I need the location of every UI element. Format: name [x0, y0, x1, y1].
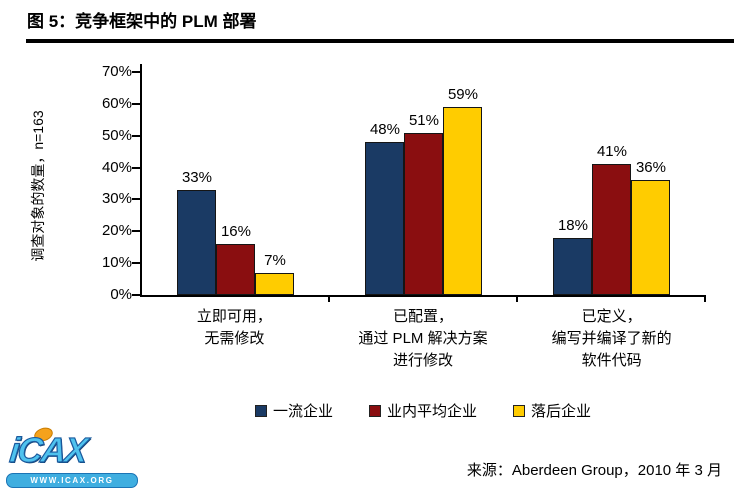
bar-value-label: 36%: [635, 159, 666, 177]
bar-value-label: 41%: [596, 143, 627, 161]
page-title: 图 5：竞争框架中的 PLM 部署: [27, 12, 257, 31]
bar-value-label: 33%: [181, 168, 212, 186]
bar-group-3: 18% 41% 36%: [518, 72, 706, 295]
x-tick-mark: [704, 295, 706, 302]
y-tick-label: 10%: [101, 254, 132, 271]
bar-laggard: 59%: [443, 86, 483, 295]
y-tick-mark: [132, 103, 140, 105]
category-label-1: 立即可用， 无需修改: [196, 308, 272, 347]
bar-value-label: 59%: [447, 86, 478, 104]
legend-swatch-yellow: [513, 404, 525, 417]
bar-value-label: 7%: [264, 251, 286, 269]
y-tick-mark: [132, 262, 140, 264]
plot-area: 33% 16% 7% 48% 51% 59% 18%: [140, 64, 706, 297]
bar-best-in-class: 18%: [553, 217, 593, 295]
y-tick-mark: [132, 167, 140, 169]
bars-row: 33% 16% 7% 48% 51% 59% 18%: [142, 72, 706, 295]
y-tick-mark: [132, 198, 140, 200]
y-tick-label: 0%: [110, 286, 132, 303]
bar-value-label: 18%: [557, 216, 588, 234]
y-tick-label: 20%: [101, 222, 132, 239]
category-label-2: 已配置， 通过 PLM 解决方案 进行修改: [358, 308, 488, 369]
bar-industry-average: 51%: [404, 112, 444, 295]
y-tick-mark: [132, 135, 140, 137]
bar-industry-average: 41%: [592, 143, 632, 295]
logo-url-banner: WWW.ICAX.ORG: [6, 473, 138, 488]
bar-best-in-class: 33%: [177, 169, 217, 295]
legend: 一流企业 业内平均企业 落后企业: [140, 400, 706, 421]
legend-swatch-blue: [254, 404, 267, 417]
y-tick-label: 60%: [101, 95, 132, 112]
bar-value-label: 16%: [220, 223, 251, 241]
y-tick-mark: [132, 294, 140, 296]
x-tick-mark: [516, 295, 518, 302]
legend-swatch-red: [368, 404, 381, 417]
x-tick-mark: [328, 295, 330, 302]
category-label-3: 已定义， 编写并编译了新的 软件代码: [551, 308, 672, 369]
bar-value-label: 48%: [369, 121, 400, 139]
y-tick-mark: [132, 71, 140, 73]
x-axis-categories: 立即可用， 无需修改 已配置， 通过 PLM 解决方案 进行修改 已定义， 编写…: [140, 306, 706, 372]
source-note: 来源：Aberdeen Group，2010 年 3 月: [466, 462, 722, 479]
legend-item-laggard: 落后企业: [513, 400, 591, 421]
bar-industry-average: 16%: [216, 223, 256, 295]
logo-wordmark: iCAX: [7, 430, 88, 470]
bar-best-in-class: 48%: [365, 121, 405, 295]
bar-laggard: 36%: [631, 159, 671, 295]
y-tick-label: 70%: [101, 63, 132, 80]
legend-item-industry-average: 业内平均企业: [368, 400, 477, 421]
icax-logo: iCAX WWW.ICAX.ORG: [4, 425, 142, 489]
y-axis-title: 调查对象的数量，n=163: [30, 110, 46, 262]
y-tick-mark: [132, 230, 140, 232]
bar-laggard: 7%: [255, 252, 295, 295]
y-tick-label: 50%: [101, 127, 132, 144]
legend-item-best-in-class: 一流企业: [254, 400, 333, 421]
bar-group-2: 48% 51% 59%: [330, 72, 518, 295]
y-tick-label: 30%: [101, 190, 132, 207]
y-tick-label: 40%: [101, 159, 132, 176]
title-rule: [26, 39, 734, 43]
bar-value-label: 51%: [408, 111, 439, 129]
bar-group-1: 33% 16% 7%: [142, 72, 330, 295]
